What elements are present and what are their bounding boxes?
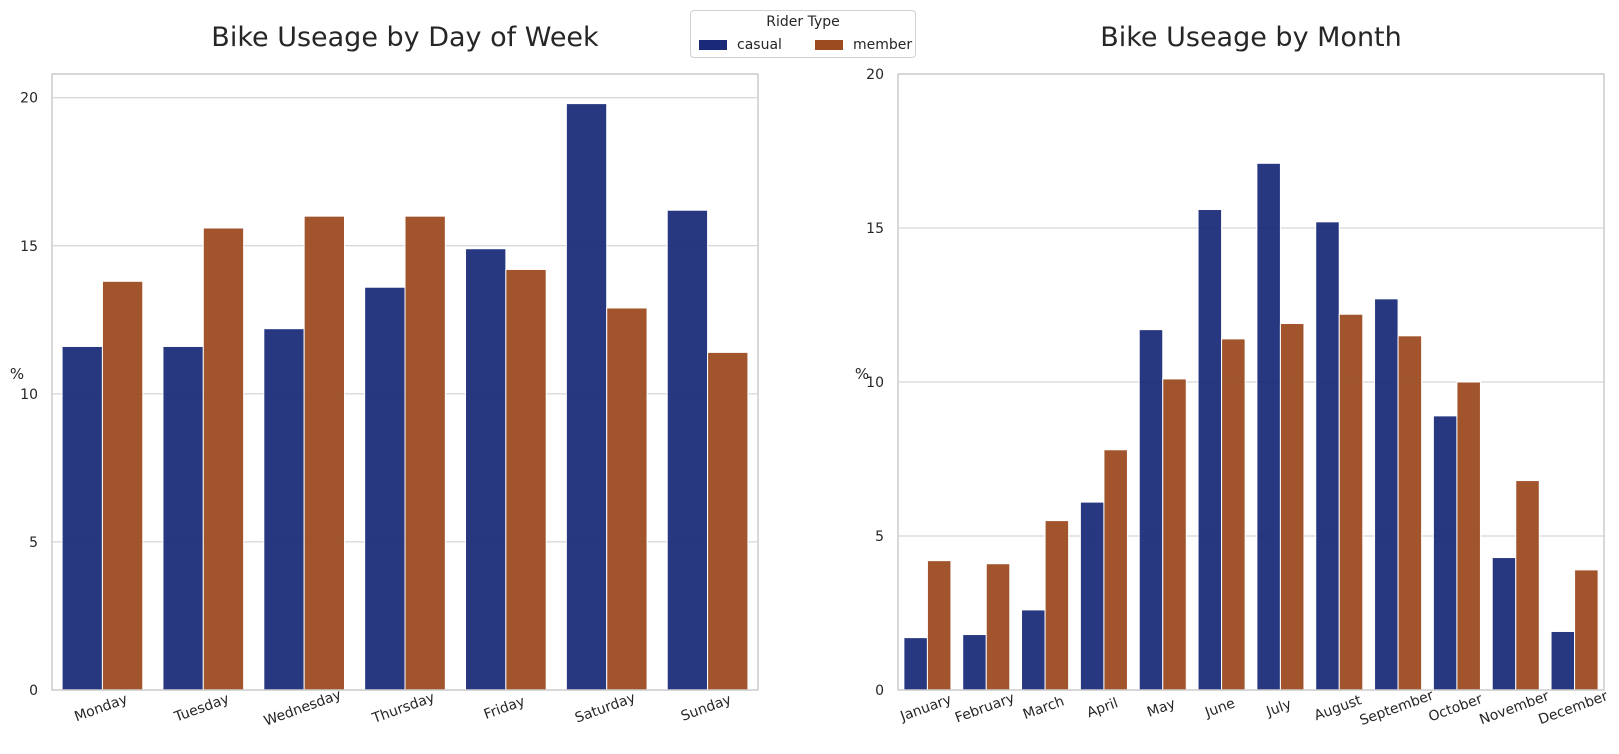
x-tick-label-0-6: Sunday [679,692,734,725]
legend-label-casual: casual [737,37,782,53]
x-tick-label-1-6: July [1264,696,1294,720]
plot-frame-1 [897,73,1605,691]
bar-0-casual-wednesday [263,328,305,691]
bar-1-member-july [1279,322,1305,691]
legend-item-casual: casual [699,37,782,53]
x-tick-label-1-3: April [1085,695,1121,721]
bar-1-member-august [1338,313,1364,691]
bar-1-casual-august [1315,221,1340,691]
y-tick-label-0-0: 0 [29,683,38,699]
y-tick-label-0-1: 5 [29,535,38,551]
y-tick-label-0-2: 10 [20,387,38,403]
y-tick-label-1-2: 10 [866,375,884,391]
bar-0-member-friday [505,268,547,691]
bar-0-member-wednesday [303,215,345,691]
x-tick-label-1-1: February [953,690,1017,726]
bar-1-member-may [1162,378,1187,691]
bar-1-member-june [1221,338,1246,691]
bar-1-casual-april [1079,501,1105,691]
legend: Rider Type casual member [690,10,916,58]
y-tick-label-1-0: 0 [875,683,884,699]
y-axis-label-0: % [10,365,24,383]
bar-1-casual-june [1197,209,1223,691]
x-tick-label-0-3: Thursday [369,690,437,728]
y-tick-label-1-4: 20 [866,67,884,83]
plot-frame-0 [51,73,759,691]
legend-swatch-casual [699,40,727,50]
y-axis-label-1: % [855,365,869,383]
bar-1-casual-october [1432,415,1458,691]
bar-1-casual-february [962,634,987,691]
bar-1-member-october [1456,381,1481,691]
x-tick-label-1-5: June [1202,696,1237,722]
x-tick-label-1-4: May [1145,696,1178,721]
bar-1-member-november [1515,480,1540,691]
x-tick-label-1-8: September [1358,687,1436,729]
y-tick-label-1-3: 15 [866,221,884,237]
x-tick-label-0-0: Monday [72,691,129,725]
bar-1-casual-november [1491,557,1517,691]
bar-1-casual-march [1021,609,1046,691]
x-tick-label-1-7: August [1312,692,1364,724]
bar-0-member-thursday [404,215,446,691]
bar-0-casual-thursday [364,286,406,691]
bar-0-member-sunday [707,351,749,691]
y-tick-label-1-1: 5 [875,529,884,545]
x-tick-label-1-2: March [1021,693,1067,723]
bar-1-casual-may [1138,329,1164,691]
chart-title-1: Bike Useage by Month [1100,22,1402,53]
x-tick-label-0-4: Friday [482,693,527,723]
y-tick-label-0-4: 20 [20,91,38,107]
bar-0-casual-monday [61,345,103,691]
y-tick-label-0-3: 15 [20,239,38,255]
legend-title: Rider Type [766,14,840,30]
legend-swatch-member [815,40,843,50]
bar-1-member-february [985,563,1011,691]
bar-1-member-january [926,560,952,691]
bar-1-casual-december [1550,630,1576,691]
bar-1-member-december [1574,569,1599,691]
bar-1-casual-september [1374,298,1399,691]
legend-label-member: member [853,37,913,53]
bar-1-casual-july [1256,162,1281,691]
bar-0-member-saturday [606,307,648,691]
x-tick-label-1-9: October [1426,691,1484,725]
legend-item-member: member [815,37,912,53]
bar-0-member-tuesday [202,227,245,691]
x-tick-label-0-1: Tuesday [171,691,231,726]
chart-title-0: Bike Useage by Day of Week [211,22,599,53]
bar-1-member-september [1397,335,1423,691]
x-tick-label-0-5: Saturday [573,690,638,727]
bar-1-casual-january [903,637,928,691]
bar-1-member-april [1103,449,1128,691]
bar-0-member-monday [101,280,144,691]
bar-0-casual-tuesday [162,345,204,691]
bar-0-casual-sunday [666,209,709,691]
x-tick-label-1-0: January [897,692,953,726]
bar-0-casual-saturday [565,103,608,691]
x-tick-label-0-2: Wednesday [262,687,344,730]
bar-1-member-march [1044,520,1070,691]
bar-0-casual-friday [465,248,507,691]
